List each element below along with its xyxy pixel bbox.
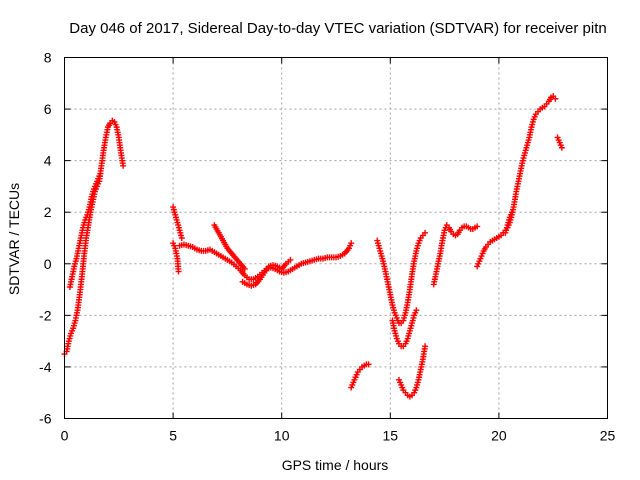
y-axis-label: SDTVAR / TECUs	[6, 183, 22, 295]
data-point	[558, 144, 565, 151]
x-tick-label: 0	[61, 428, 69, 444]
y-tick-labels: -6 -4 -2 0 2 4 6 8	[39, 50, 52, 427]
data-points	[61, 93, 565, 400]
y-tick-label: 8	[44, 50, 52, 66]
x-tick-label: 15	[383, 428, 399, 444]
y-tick-label: -2	[39, 307, 52, 323]
plot-frame	[64, 57, 608, 419]
x-tick-label: 20	[491, 428, 507, 444]
data-point	[508, 209, 515, 216]
axis-ticks	[64, 57, 608, 419]
data-point	[413, 307, 420, 314]
x-tick-labels: 0 5 10 15 20 25	[61, 428, 616, 444]
data-point	[97, 170, 104, 177]
chart-title: Day 046 of 2017, Sidereal Day-to-day VTE…	[69, 20, 606, 37]
data-point	[287, 256, 294, 263]
x-axis-label: GPS time / hours	[282, 457, 389, 473]
y-tick-label: 6	[44, 101, 52, 117]
data-point	[348, 240, 355, 247]
y-tick-label: -4	[39, 359, 52, 375]
y-tick-label: 4	[44, 153, 52, 169]
data-point	[422, 229, 429, 236]
y-tick-label: 2	[44, 204, 52, 220]
data-point	[552, 95, 559, 102]
x-tick-label: 5	[169, 428, 177, 444]
data-point	[241, 265, 248, 272]
x-tick-label: 10	[274, 428, 290, 444]
y-tick-label: 0	[44, 256, 52, 272]
x-tick-label: 25	[600, 428, 616, 444]
data-point	[178, 235, 185, 241]
data-point	[175, 268, 182, 275]
data-point	[422, 343, 429, 350]
data-point	[365, 361, 372, 368]
y-tick-label: -6	[39, 411, 52, 427]
data-point	[474, 223, 481, 230]
grid	[64, 57, 608, 419]
data-point	[120, 162, 127, 169]
